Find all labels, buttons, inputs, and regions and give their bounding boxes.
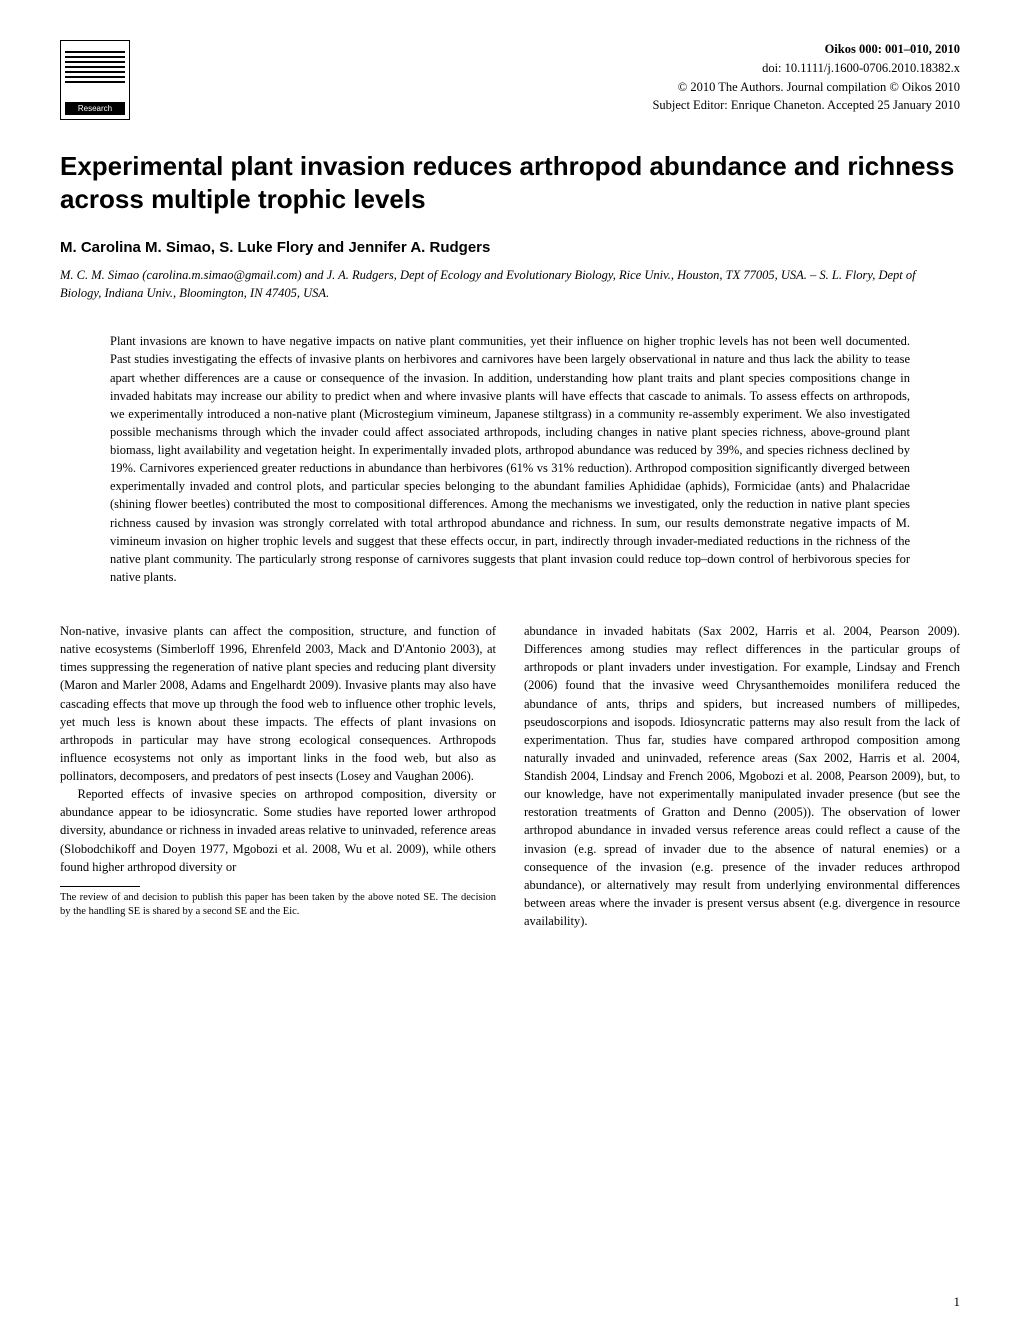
column-right: abundance in invaded habitats (Sax 2002,… bbox=[524, 622, 960, 930]
article-title: Experimental plant invasion reduces arth… bbox=[60, 150, 960, 215]
footnote-rule bbox=[60, 886, 140, 887]
affiliations: M. C. M. Simao (carolina.m.simao@gmail.c… bbox=[60, 266, 960, 302]
body-paragraph: abundance in invaded habitats (Sax 2002,… bbox=[524, 622, 960, 930]
body-paragraph: Reported effects of invasive species on … bbox=[60, 785, 496, 876]
badge-lines-icon bbox=[65, 45, 125, 83]
footnote: The review of and decision to publish th… bbox=[60, 891, 496, 919]
journal-doi: doi: 10.1111/j.1600-0706.2010.18382.x bbox=[652, 59, 960, 78]
page-number: 1 bbox=[954, 1294, 961, 1310]
abstract: Plant invasions are known to have negati… bbox=[110, 332, 910, 586]
research-badge: Research bbox=[60, 40, 130, 120]
header-row: Research Oikos 000: 001–010, 2010 doi: 1… bbox=[60, 40, 960, 120]
authors: M. Carolina M. Simao, S. Luke Flory and … bbox=[60, 239, 960, 256]
journal-editor-line: Subject Editor: Enrique Chaneton. Accept… bbox=[652, 96, 960, 115]
research-badge-label: Research bbox=[65, 102, 125, 115]
journal-meta: Oikos 000: 001–010, 2010 doi: 10.1111/j.… bbox=[652, 40, 960, 115]
journal-citation: Oikos 000: 001–010, 2010 bbox=[652, 40, 960, 59]
column-left: Non-native, invasive plants can affect t… bbox=[60, 622, 496, 930]
journal-copyright: © 2010 The Authors. Journal compilation … bbox=[652, 78, 960, 97]
body-columns: Non-native, invasive plants can affect t… bbox=[60, 622, 960, 930]
body-paragraph: Non-native, invasive plants can affect t… bbox=[60, 622, 496, 785]
